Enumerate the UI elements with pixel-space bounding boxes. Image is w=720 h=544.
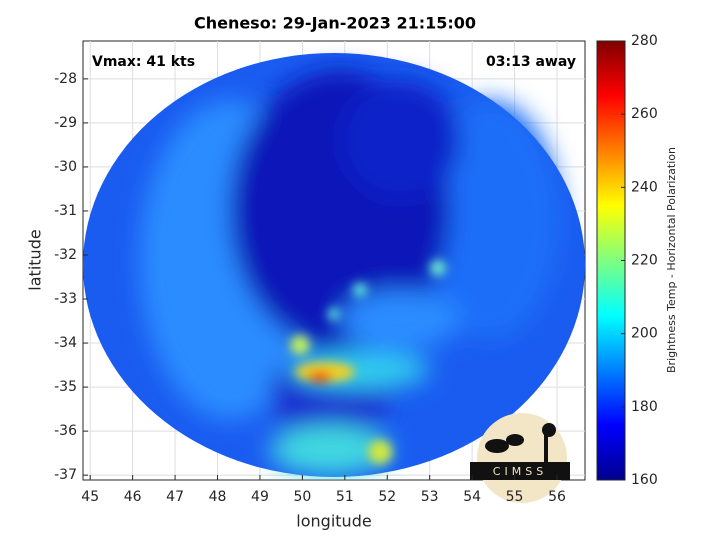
- x-tick-label: 47: [166, 489, 184, 505]
- colorbar-tick-label: 220: [631, 253, 658, 269]
- colorbar-label: Brightness Temp - Horizontal Polarizatio…: [665, 147, 678, 373]
- x-tick-label: 49: [251, 489, 269, 505]
- x-tick-label: 54: [463, 489, 481, 505]
- chart-title: Cheneso: 29-Jan-2023 21:15:00: [194, 14, 476, 33]
- x-axis-label: longitude: [296, 512, 371, 531]
- y-tick-label: -35: [54, 379, 77, 395]
- x-tick-label: 45: [81, 489, 99, 505]
- colorbar: [596, 40, 626, 481]
- colorbar-tick-label: 180: [631, 399, 658, 415]
- y-tick-label: -32: [54, 247, 77, 263]
- y-tick-label: -36: [54, 423, 77, 439]
- x-tick-label: 51: [336, 489, 354, 505]
- x-tick-label: 55: [506, 489, 524, 505]
- x-tick-label: 53: [421, 489, 439, 505]
- x-tick-label: 56: [548, 489, 566, 505]
- y-axis-label: latitude: [26, 229, 45, 290]
- colorbar-tick-label: 160: [631, 472, 658, 488]
- colorbar-tick-label: 260: [631, 106, 658, 122]
- x-tick-label: 52: [378, 489, 396, 505]
- x-tick-label: 50: [293, 489, 311, 505]
- y-tick-label: -34: [54, 335, 77, 351]
- y-tick-label: -31: [54, 203, 77, 219]
- y-tick-label: -37: [54, 467, 77, 483]
- y-tick-label: -28: [54, 71, 77, 87]
- image: [83, 53, 585, 477]
- colorbar-tick-label: 280: [631, 33, 658, 49]
- x-tick-label: 46: [124, 489, 142, 505]
- colorbar-tick-label: 200: [631, 326, 658, 342]
- logo-text: CIMSS: [493, 465, 547, 478]
- y-tick-label: -33: [54, 291, 77, 307]
- annotation: 03:13 away: [486, 54, 576, 70]
- annotation: Vmax: 41 kts: [92, 54, 195, 70]
- x-tick-label: 48: [209, 489, 227, 505]
- y-tick-label: -30: [54, 159, 77, 175]
- colorbar-tick-label: 240: [631, 179, 658, 195]
- y-tick-label: -29: [54, 115, 77, 131]
- cimss-logo: CIMSS: [470, 413, 570, 503]
